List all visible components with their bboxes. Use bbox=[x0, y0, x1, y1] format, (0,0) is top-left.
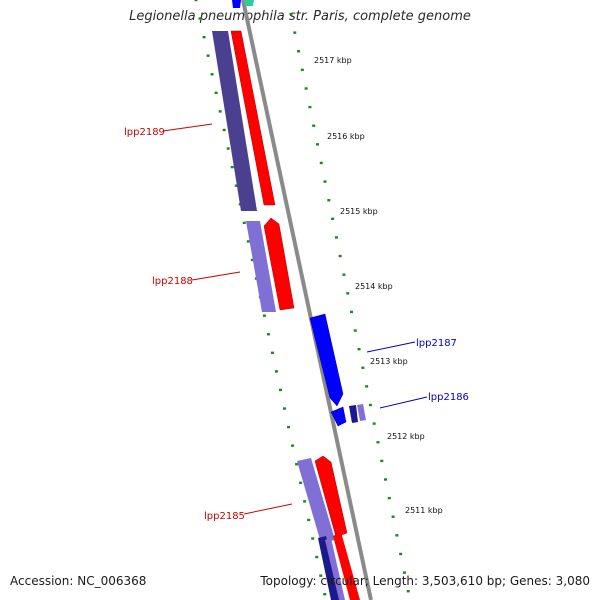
feature-lpp2188-domain[interactable] bbox=[246, 221, 276, 312]
label-connector-lpp2185 bbox=[243, 503, 293, 515]
gene-label-lpp2187[interactable]: lpp2187 bbox=[416, 338, 457, 349]
label-connector-lpp2187 bbox=[366, 341, 416, 353]
scale-tick-label: 2515 kbp bbox=[340, 207, 378, 216]
gene-lpp2188-cds[interactable] bbox=[263, 217, 295, 311]
scale-tick-label: 2512 kbp bbox=[387, 432, 425, 441]
scale-tick-label: 2511 kbp bbox=[405, 506, 443, 515]
label-connector-lpp2188 bbox=[191, 271, 241, 281]
scale-tick-label: 2517 kbp bbox=[314, 56, 352, 65]
genome-backbone bbox=[241, 0, 373, 600]
genome-stats-text: Topology: circular; Length: 3,503,610 bp… bbox=[260, 574, 590, 588]
gene-label-lpp2186[interactable]: lpp2186 bbox=[428, 392, 469, 403]
gene-label-lpp2185[interactable]: lpp2185 bbox=[204, 511, 245, 522]
gene-lpp2186-cds[interactable] bbox=[330, 406, 347, 427]
scale-tick-label: 2513 kbp bbox=[370, 357, 408, 366]
partial-feature-bottom-light[interactable] bbox=[325, 538, 345, 600]
accession-text: Accession: NC_006368 bbox=[10, 574, 147, 588]
gene-label-lpp2189[interactable]: lpp2189 bbox=[124, 127, 165, 138]
scale-ticks: 2517 kbp 2516 kbp 2515 kbp 2514 kbp 2513 kbp… bbox=[314, 56, 443, 515]
feature-lpp2185-domain[interactable] bbox=[297, 458, 335, 543]
feature-lpp2186-dark[interactable] bbox=[349, 405, 358, 423]
label-connector-lpp2186 bbox=[379, 396, 428, 409]
feature-lpp2186-light[interactable] bbox=[357, 404, 366, 421]
scale-tick-label: 2514 kbp bbox=[355, 282, 393, 291]
partial-feature-bottom-dark[interactable] bbox=[318, 536, 340, 600]
feature-lpp2189-domain[interactable] bbox=[212, 31, 257, 211]
map-title: Legionella pneumophila str. Paris, compl… bbox=[129, 9, 471, 24]
scale-tick-label: 2516 kbp bbox=[327, 132, 365, 141]
gene-lpp2187-cds[interactable] bbox=[309, 313, 344, 407]
partial-feature-top-green[interactable] bbox=[244, 0, 254, 6]
partial-feature-bottom-red[interactable] bbox=[333, 532, 360, 600]
gene-lpp2185-cds[interactable] bbox=[314, 455, 348, 538]
label-connector-lpp2189 bbox=[162, 123, 213, 132]
gene-lpp2189-cds[interactable] bbox=[230, 30, 276, 206]
gene-label-lpp2188[interactable]: lpp2188 bbox=[152, 276, 193, 287]
partial-feature-top-blue[interactable] bbox=[232, 0, 241, 8]
gc-skew-track-right bbox=[289, 12, 410, 593]
